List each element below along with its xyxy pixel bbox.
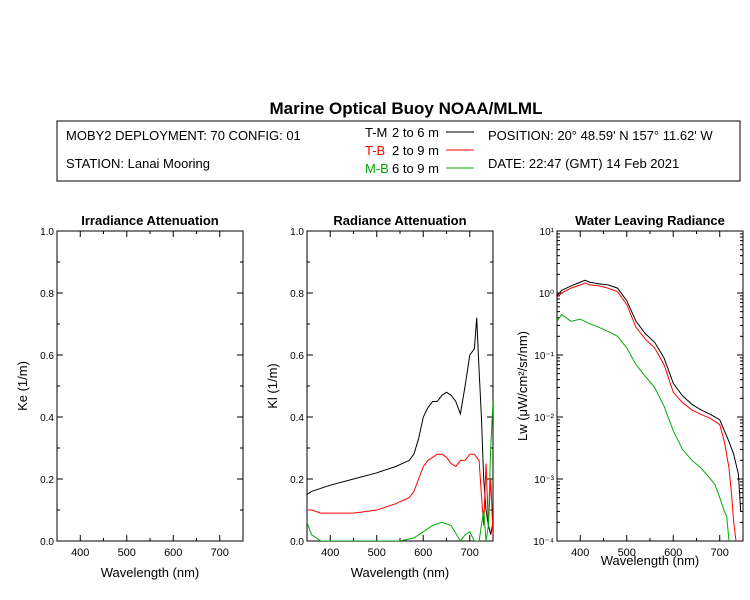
legend-item-m-b: M-B 6 to 9 m	[365, 161, 474, 176]
radiance-attenuation-chart: Radiance Attenuation 400 500 600 700 0.0 0.2 0.…	[265, 213, 494, 580]
x-axis-label: Wavelength (nm)	[101, 565, 200, 580]
plot-frame	[556, 230, 744, 542]
water-leaving-radiance-chart: Water Leaving Radiance 400 500 600 700 10⁻⁴ 10…	[515, 213, 744, 568]
series-line-m-b	[307, 401, 493, 541]
plot-frame	[56, 230, 244, 542]
y-tick-label: 0.6	[40, 351, 54, 362]
x-tick-label: 700	[711, 547, 729, 559]
deployment-text: MOBY2 DEPLOYMENT: 70 CONFIG: 01	[66, 128, 301, 143]
y-tick-label: 0.0	[290, 537, 304, 548]
series-line-t-m	[557, 279, 742, 512]
x-tick-label: 700	[461, 547, 479, 559]
y-tick-label: 0.0	[40, 537, 54, 548]
legend-code-m-b: M-B	[365, 161, 389, 176]
y-tick-label: 10⁻²	[534, 413, 554, 424]
station-text: STATION: Lanai Mooring	[66, 156, 210, 171]
legend-range-m-b: 6 to 9 m	[392, 161, 439, 176]
y-tick-label: 10⁰	[539, 289, 554, 300]
y-tick-label: 0.8	[290, 289, 304, 300]
chart-title: Radiance Attenuation	[333, 213, 466, 228]
chart-title: Irradiance Attenuation	[81, 213, 219, 228]
figure-title: Marine Optical Buoy NOAA/MLML	[270, 99, 543, 118]
x-axis-label: Wavelength (nm)	[351, 565, 450, 580]
legend-range-t-b: 2 to 9 m	[392, 143, 439, 158]
x-axis-label: Wavelength (nm)	[601, 553, 700, 568]
y-axis-label: Kl (1/m)	[265, 363, 280, 409]
x-tick-label: 600	[164, 547, 182, 559]
y-tick-label: 0.2	[40, 475, 54, 486]
legend-item-t-m: T-M 2 to 6 m	[365, 125, 474, 140]
y-tick-label: 10⁻⁴	[533, 537, 554, 548]
position-text: POSITION: 20° 48.59' N 157° 11.62' W	[488, 128, 713, 143]
legend-code-t-b: T-B	[365, 143, 385, 158]
legend-item-t-b: T-B 2 to 9 m	[365, 143, 474, 158]
x-tick-label: 400	[321, 547, 339, 559]
x-tick-label: 400	[71, 547, 89, 559]
series-line-m-b	[557, 313, 730, 541]
y-axis-label: Ke (1/m)	[15, 361, 30, 411]
y-tick-label: 1.0	[290, 227, 304, 238]
y-tick-label: 0.8	[40, 289, 54, 300]
y-tick-label: 0.4	[40, 413, 54, 424]
y-axis-label: Lw (μW/cm²/sr/nm)	[515, 331, 530, 441]
date-text: DATE: 22:47 (GMT) 14 Feb 2021	[488, 156, 679, 171]
y-tick-label: 10⁻³	[534, 475, 554, 486]
legend-range-t-m: 2 to 6 m	[392, 125, 439, 140]
y-tick-label: 0.4	[290, 413, 304, 424]
legend: T-M 2 to 6 m T-B 2 to 9 m M-B 6 to 9 m	[365, 125, 474, 176]
x-tick-label: 500	[368, 547, 386, 559]
y-tick-label: 1.0	[40, 227, 54, 238]
info-box	[56, 120, 741, 182]
y-tick-label: 0.2	[290, 475, 304, 486]
x-tick-label: 600	[414, 547, 432, 559]
chart-title: Water Leaving Radiance	[575, 213, 725, 228]
irradiance-attenuation-chart: Irradiance Attenuation 400 500 600 700 0.0 0.2…	[15, 213, 244, 580]
x-tick-label: 500	[618, 547, 636, 559]
x-tick-label: 700	[211, 547, 229, 559]
x-tick-label: 600	[664, 547, 682, 559]
series-line-t-b	[307, 453, 493, 535]
x-tick-label: 400	[571, 547, 589, 559]
legend-code-t-m: T-M	[365, 125, 387, 140]
y-tick-label: 0.6	[290, 351, 304, 362]
series-line-t-m	[307, 317, 493, 535]
series-line-t-b	[557, 282, 737, 541]
y-tick-label: 10¹	[540, 227, 555, 238]
y-tick-label: 10⁻¹	[534, 351, 554, 362]
x-tick-label: 500	[118, 547, 136, 559]
